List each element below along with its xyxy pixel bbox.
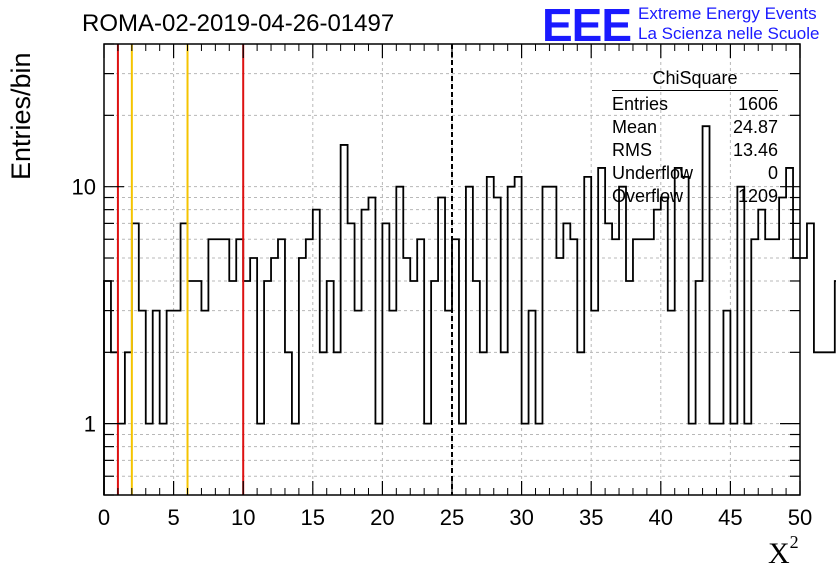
stats-label: Underflow [612,163,694,183]
x-tick-label: 40 [649,505,673,530]
stats-row: Mean 24.87 [612,116,778,139]
eee-tagline-2: La Scienza nelle Scuole [638,24,820,43]
stats-value: 1606 [737,94,778,114]
x-tick-label: 20 [370,505,394,530]
histogram-outline [103,125,836,495]
y-axis-label: Entries/bin [6,52,36,180]
stats-value: 1209 [737,186,778,206]
x-axis-label: X2 [768,532,799,571]
x-tick-label: 10 [231,505,255,530]
stats-label: RMS [612,140,652,160]
stats-label: Overflow [612,186,684,206]
stats-box: ChiSquare Entries 1606 Mean 24.87 RMS 13.46… [612,68,778,208]
x-tick-label: 25 [440,505,464,530]
x-tick-label: 30 [509,505,533,530]
stats-label: Entries [612,94,669,114]
y-tick-label: 10 [72,175,96,200]
stats-value: 24.87 [732,117,778,137]
axis-tick-labels: 0 5 10 15 20 25 30 35 40 45 50 1 10 [72,175,813,530]
stats-value: 0 [767,163,778,183]
eee-tagline-1: Extreme Energy Events [638,4,817,23]
histogram-bars [103,125,836,495]
stats-row: Underflow 0 [612,162,778,185]
marker-lines [116,44,453,495]
stats-row: RMS 13.46 [612,139,778,162]
axis-ticks [103,43,801,496]
stats-row: Overflow 1209 [612,185,778,208]
stats-value: 13.46 [732,140,778,160]
x-axis-label-base: X [768,537,790,570]
x-tick-label: 50 [788,505,812,530]
chart-title: ROMA-02-2019-04-26-01497 [82,10,395,37]
x-axis-label-superscript: 2 [789,532,799,552]
x-tick-label: 45 [718,505,742,530]
stats-row: Entries 1606 [612,93,778,116]
y-tick-label: 1 [84,412,96,437]
x-tick-label: 0 [98,505,110,530]
x-tick-label: 5 [167,505,179,530]
stats-title: ChiSquare [612,68,778,91]
stats-label: Mean [612,117,658,137]
x-tick-label: 35 [579,505,603,530]
eee-logo: EEE [542,0,632,51]
x-tick-label: 15 [301,505,325,530]
